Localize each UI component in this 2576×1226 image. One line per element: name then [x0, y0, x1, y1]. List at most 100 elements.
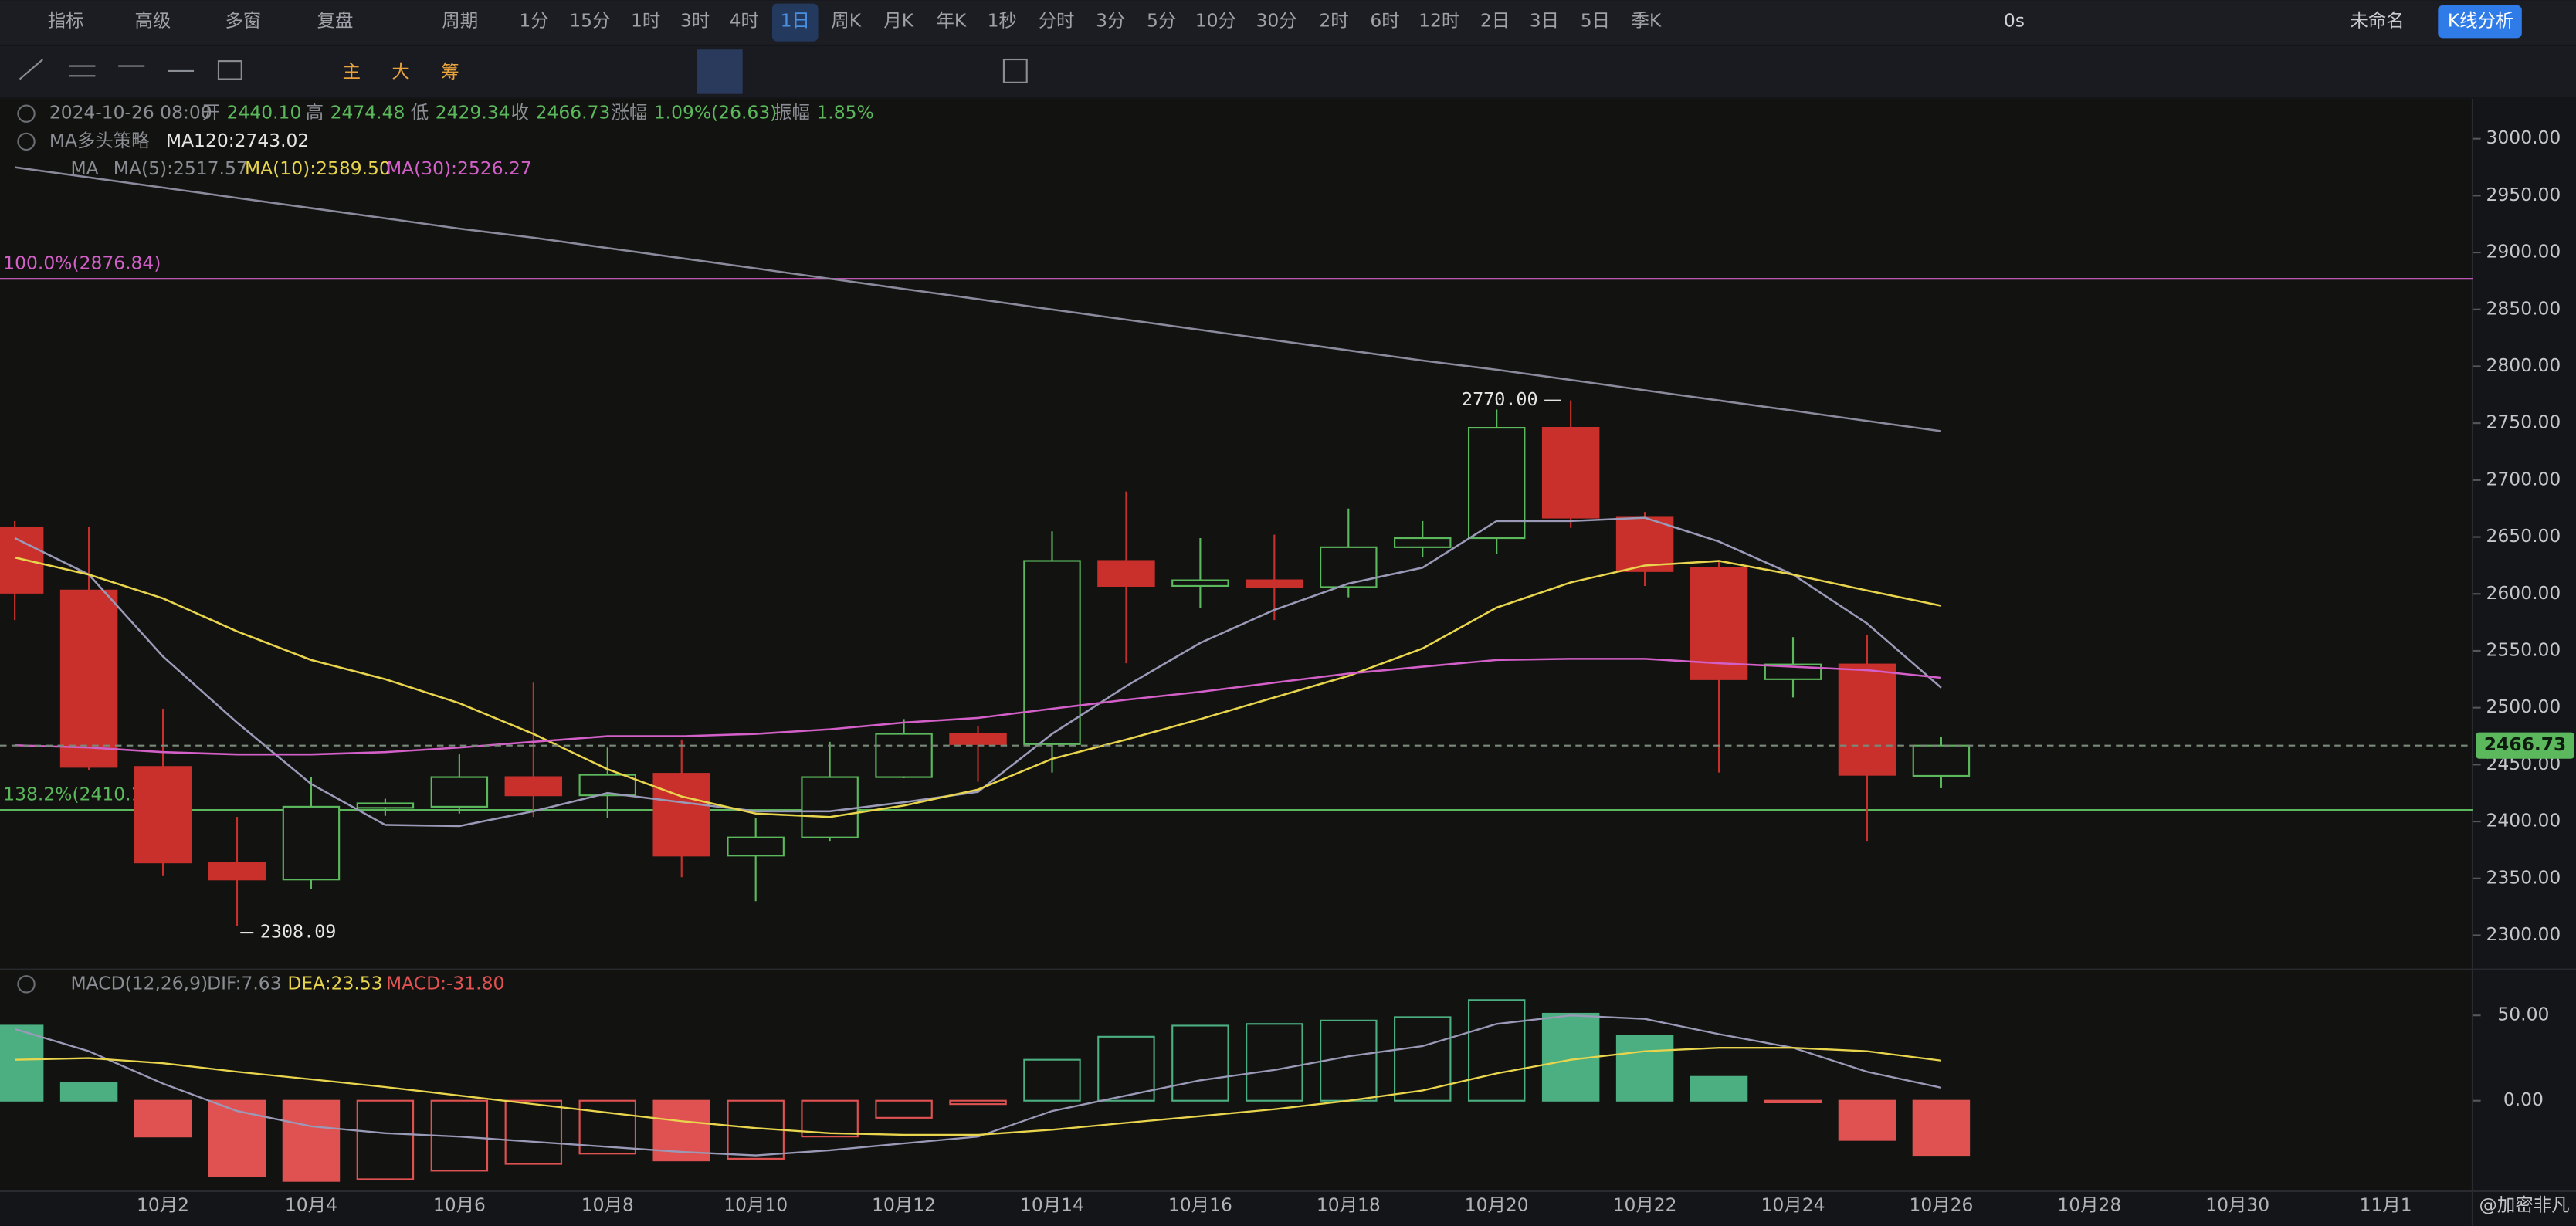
indicator-button[interactable]: 主	[343, 61, 361, 83]
analysis-button[interactable]	[2438, 5, 2522, 39]
macd-bar	[1764, 1099, 1822, 1104]
y-tick-label: 2950.00	[2486, 184, 2561, 205]
toolbar-item[interactable]: 复盘	[317, 10, 354, 32]
collapse-icon	[17, 132, 36, 151]
indicator-button[interactable]: 大	[391, 61, 409, 83]
indicator-button[interactable]: 筹	[441, 61, 459, 83]
toolbar-right-item[interactable]: 未命名	[2350, 10, 2404, 32]
tab-highlight	[771, 3, 819, 42]
x-tick-label: 10月10	[724, 1194, 788, 1216]
info-value: 1.09%(26.63)	[654, 102, 778, 124]
info-label: 高	[306, 102, 324, 124]
macd-title: MACD(12,26,9)	[70, 972, 208, 994]
macd-bar	[1690, 1075, 1748, 1102]
tool-icon[interactable]	[217, 60, 242, 80]
tool-icon[interactable]	[19, 59, 44, 80]
candle-body	[0, 527, 44, 594]
x-tick-label: 10月18	[1317, 1194, 1381, 1216]
toolbar-item[interactable]: 1秒	[988, 10, 1017, 32]
plot-area	[0, 99, 2473, 1191]
info-value: 2429.34	[436, 102, 510, 124]
toolbar-item[interactable]: 15分	[569, 10, 610, 32]
toolbar-item[interactable]: 2时	[1319, 10, 1348, 32]
macd-bar	[356, 1099, 415, 1180]
toolbar-item[interactable]: 5分	[1147, 10, 1176, 32]
legend-entry: DEA:23.53	[287, 972, 382, 994]
candle-body	[356, 802, 415, 809]
candle-body	[504, 776, 563, 797]
x-tick-label: 10月30	[2205, 1194, 2269, 1216]
toolbar-item[interactable]: 指标	[48, 10, 84, 32]
tool-active[interactable]	[697, 49, 743, 94]
toolbar-item[interactable]: 3时	[680, 10, 710, 32]
toolbar-item[interactable]: 12时	[1418, 10, 1459, 32]
toolbar-item[interactable]: 4时	[730, 10, 759, 32]
toolbar-item[interactable]: 3日	[1530, 10, 1559, 32]
macd-bar	[208, 1099, 266, 1177]
x-tick-label: 10月20	[1465, 1194, 1529, 1216]
toolbar-item[interactable]: 5日	[1581, 10, 1610, 32]
macd-bar	[1171, 1024, 1229, 1102]
toolbar-item[interactable]: 高级	[134, 10, 171, 32]
legend-entry: MA(10):2589.50	[245, 157, 391, 179]
toolbar-item[interactable]: 周K	[831, 10, 861, 32]
y-tick-label: 2650.00	[2486, 525, 2561, 547]
macd-bar	[652, 1099, 710, 1162]
last-price-label: 2466.73	[2484, 733, 2567, 755]
toolbar-item[interactable]: 6时	[1370, 10, 1399, 32]
macd-bar	[949, 1099, 1007, 1106]
x-tick-label: 10月2	[137, 1194, 189, 1216]
toolbar-item[interactable]: 分时	[1039, 10, 1075, 32]
ma-line	[14, 556, 1942, 818]
toolbar-item[interactable]: 季K	[1631, 10, 1661, 32]
y-tick-label: 2400.00	[2486, 810, 2561, 831]
toolbar-item[interactable]: 多窗	[225, 10, 261, 32]
candle-body	[1467, 426, 1526, 540]
candle-body	[1023, 560, 1081, 745]
x-tick-label: 10月6	[433, 1194, 486, 1216]
toolbar-item[interactable]: 3分	[1096, 10, 1125, 32]
macd-bar	[1912, 1099, 1971, 1157]
macd-bar	[504, 1099, 563, 1165]
toolbar-item[interactable]: 年K	[936, 10, 966, 32]
tool-icon[interactable]	[1002, 58, 1028, 83]
candle-body	[801, 776, 859, 838]
toolbar-item[interactable]: 1时	[631, 10, 660, 32]
macd-bar	[875, 1099, 933, 1119]
x-tick-label: 11月1	[2360, 1194, 2412, 1216]
legend-entry: MACD:-31.80	[386, 972, 504, 994]
candle-body	[578, 774, 637, 797]
candle-body	[949, 733, 1007, 745]
info-label: 低	[411, 102, 429, 124]
toolbar-item[interactable]: 2日	[1480, 10, 1510, 32]
candle-body	[1394, 537, 1452, 548]
x-tick-label: 10月26	[1909, 1194, 1973, 1216]
macd-bar	[1615, 1035, 1674, 1102]
x-tick-label: 10月16	[1168, 1194, 1232, 1216]
y-tick-label: 2900.00	[2486, 241, 2561, 262]
drawing-toolbar	[0, 46, 2576, 97]
candle-body	[1171, 579, 1229, 588]
toolbar-item[interactable]: 周期	[442, 10, 478, 32]
y-tick-label: 2350.00	[2486, 866, 2561, 888]
toolbar-item[interactable]: 1日	[781, 10, 810, 32]
y-tick-label: 2500.00	[2486, 696, 2561, 717]
toolbar-item[interactable]: 30分	[1256, 10, 1297, 32]
candle-body	[727, 836, 785, 857]
x-tick-label: 10月14	[1020, 1194, 1084, 1216]
info-value: 2474.48	[330, 102, 405, 124]
candle-body	[1615, 516, 1674, 572]
candle-body	[1838, 663, 1896, 776]
toolbar-item[interactable]: 1分	[519, 10, 548, 32]
toolbar-right-item[interactable]: K线分析	[2448, 10, 2514, 32]
toolbar-item[interactable]: 10分	[1195, 10, 1236, 32]
min-label: 2308.09	[260, 921, 337, 943]
toolbar-right-item[interactable]: 0s	[2004, 10, 2025, 32]
fib-label: 100.0%(2876.84)	[3, 252, 161, 274]
macd-bar	[1246, 1023, 1303, 1102]
macd-bar	[1838, 1099, 1896, 1141]
toolbar-item[interactable]: 月K	[883, 10, 913, 32]
x-tick-label: 10月8	[581, 1194, 634, 1216]
macd-bar	[1394, 1016, 1452, 1102]
